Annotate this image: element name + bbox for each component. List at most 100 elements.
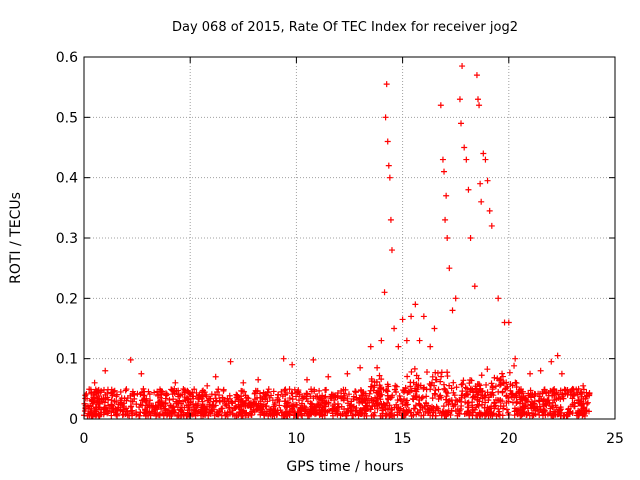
data-point-background bbox=[270, 388, 277, 395]
data-point-background bbox=[186, 390, 193, 397]
data-point-background bbox=[454, 398, 461, 405]
data-point-background bbox=[319, 397, 326, 404]
data-point-background bbox=[553, 404, 560, 411]
data-point-background bbox=[253, 406, 260, 413]
data-point-background bbox=[539, 409, 546, 416]
data-point-background bbox=[219, 405, 226, 412]
data-point-background bbox=[304, 391, 311, 398]
data-point-background bbox=[191, 386, 198, 393]
data-point-background bbox=[501, 380, 508, 387]
data-point-background bbox=[289, 390, 296, 397]
data-point-background bbox=[141, 392, 148, 399]
data-point-background bbox=[209, 402, 216, 409]
data-point-background bbox=[397, 407, 404, 414]
data-point-background bbox=[293, 393, 300, 400]
data-point bbox=[475, 96, 482, 103]
data-point-background bbox=[240, 388, 247, 395]
data-point bbox=[387, 216, 394, 223]
data-point-background bbox=[242, 397, 249, 404]
data-point-background bbox=[105, 409, 112, 416]
data-point-background bbox=[341, 406, 348, 413]
data-point-background bbox=[400, 396, 407, 403]
data-point-background bbox=[338, 395, 345, 402]
data-point-background bbox=[234, 412, 241, 419]
data-point bbox=[431, 325, 438, 332]
data-point-background bbox=[463, 410, 470, 417]
data-point bbox=[444, 235, 451, 241]
x-axis-label: GPS time / hours bbox=[286, 459, 403, 475]
data-point-background bbox=[212, 395, 219, 402]
data-point-background bbox=[208, 391, 215, 398]
data-point-background bbox=[175, 387, 182, 394]
data-point-background bbox=[533, 403, 540, 410]
data-point bbox=[478, 198, 485, 205]
data-point-background bbox=[104, 410, 111, 417]
data-point-background bbox=[350, 403, 357, 410]
data-point-background bbox=[440, 403, 447, 410]
data-point-background bbox=[511, 412, 518, 419]
data-point bbox=[439, 156, 446, 163]
data-point-background bbox=[153, 411, 160, 418]
data-point-background bbox=[374, 405, 381, 412]
data-point-background bbox=[358, 392, 365, 399]
data-point-background bbox=[380, 407, 387, 414]
data-point-background bbox=[175, 393, 182, 400]
x-tick-label: 10 bbox=[287, 431, 305, 447]
data-point-background bbox=[223, 401, 230, 408]
data-point-background bbox=[408, 368, 415, 375]
data-point-background bbox=[583, 400, 590, 407]
data-point-background bbox=[199, 388, 206, 395]
data-point-background bbox=[586, 391, 593, 398]
data-point bbox=[378, 337, 385, 344]
data-point-background bbox=[92, 411, 99, 418]
data-point-background bbox=[456, 411, 463, 418]
data-point-background bbox=[194, 402, 201, 409]
data-point-background bbox=[509, 391, 516, 398]
data-point-background bbox=[536, 393, 543, 400]
data-point-background bbox=[88, 397, 95, 404]
data-point-background bbox=[464, 400, 471, 407]
data-point-background bbox=[575, 410, 582, 417]
data-point-background bbox=[488, 380, 495, 387]
data-point-background bbox=[415, 400, 422, 407]
data-point-background bbox=[153, 404, 160, 411]
data-point-background bbox=[495, 388, 502, 395]
data-point-background bbox=[191, 404, 198, 411]
data-point-background bbox=[518, 395, 525, 402]
data-point bbox=[204, 382, 211, 389]
data-point-background bbox=[385, 383, 392, 390]
data-point-background bbox=[557, 387, 564, 394]
data-point-background bbox=[119, 412, 126, 419]
data-point-background bbox=[298, 411, 305, 418]
data-point-background bbox=[469, 399, 476, 406]
data-point-background bbox=[575, 385, 582, 392]
data-point-background bbox=[220, 398, 227, 405]
data-point-background bbox=[575, 399, 582, 406]
data-point-background bbox=[393, 388, 400, 395]
data-point-background bbox=[451, 392, 458, 399]
data-point bbox=[486, 207, 493, 214]
data-point-background bbox=[100, 395, 107, 402]
data-point-background bbox=[495, 411, 502, 418]
data-point bbox=[580, 382, 587, 389]
data-point-background bbox=[299, 395, 306, 402]
data-point-background bbox=[253, 388, 260, 395]
data-point-background bbox=[446, 382, 453, 389]
data-point-background bbox=[438, 373, 445, 380]
data-point-background bbox=[396, 392, 403, 399]
data-point-background bbox=[442, 409, 449, 416]
data-point-background bbox=[142, 402, 149, 409]
data-point bbox=[463, 156, 470, 163]
data-point-background bbox=[242, 402, 249, 409]
data-point-background bbox=[433, 403, 440, 410]
data-point-background bbox=[352, 407, 359, 414]
data-point-background bbox=[348, 402, 355, 409]
data-point-background bbox=[432, 376, 439, 383]
data-point bbox=[505, 319, 512, 326]
data-point-background bbox=[400, 407, 407, 414]
data-point-background bbox=[328, 393, 335, 400]
data-point-background bbox=[235, 401, 242, 408]
data-point-background bbox=[146, 403, 153, 410]
data-point bbox=[399, 316, 406, 323]
data-point-background bbox=[360, 396, 367, 403]
